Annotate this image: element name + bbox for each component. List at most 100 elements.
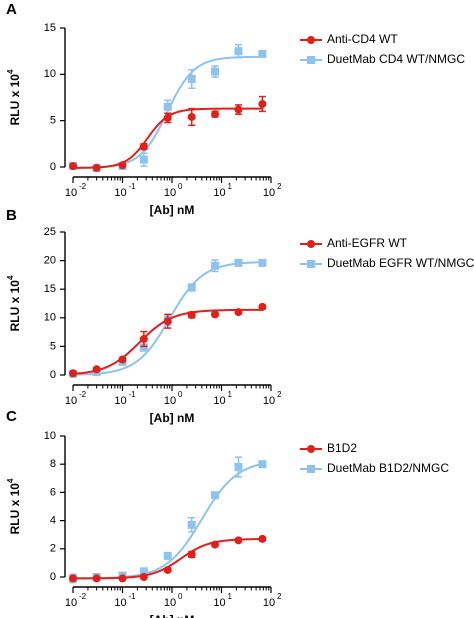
legend-label: DuetMab CD4 WT/NMGC: [327, 52, 465, 66]
data-point: [118, 355, 127, 364]
y-tick-label: 8: [50, 458, 56, 470]
data-point: [163, 317, 172, 326]
data-point: [163, 551, 172, 560]
data-point: [139, 343, 148, 352]
legend-marker: [307, 260, 315, 268]
data-point: [234, 105, 243, 114]
fit-curve: [73, 462, 263, 580]
data-point: [211, 540, 220, 549]
legend-label: DuetMab EGFR WT/NMGC: [327, 256, 474, 270]
x-tick-label: 10: [164, 597, 176, 609]
data-point: [211, 261, 220, 270]
legend-marker: [307, 465, 315, 473]
y-tick-label: 20: [44, 255, 56, 267]
x-tick-label: 10: [213, 187, 225, 199]
x-tick-exponent: -2: [79, 182, 87, 191]
y-axis-title-exponent: 4: [6, 69, 15, 74]
x-tick-exponent: 1: [228, 592, 233, 601]
data-point: [211, 310, 220, 319]
y-tick-label: 25: [44, 226, 56, 238]
panel-label: B: [6, 207, 17, 224]
y-tick-label: 5: [50, 115, 56, 127]
data-point: [258, 258, 267, 267]
x-tick-label: 10: [65, 597, 77, 609]
data-point: [139, 567, 148, 576]
x-tick-exponent: 0: [178, 592, 183, 601]
x-tick-label: 10: [164, 187, 176, 199]
data-point: [187, 112, 196, 121]
y-tick-label: 4: [50, 515, 56, 527]
data-point: [92, 163, 101, 172]
data-point: [118, 161, 127, 170]
y-axis-title-exponent: 4: [6, 478, 15, 483]
y-tick-label: 10: [44, 312, 56, 324]
x-tick-exponent: -1: [129, 592, 137, 601]
x-tick-label: 10: [114, 597, 126, 609]
data-point: [163, 102, 172, 111]
data-point: [163, 113, 172, 122]
x-tick-exponent: 0: [178, 182, 183, 191]
data-point: [139, 142, 148, 151]
y-tick-label: 5: [50, 340, 56, 352]
data-point: [187, 310, 196, 319]
x-tick-label: 10: [114, 187, 126, 199]
x-tick-exponent: -1: [129, 182, 137, 191]
series-red: [69, 95, 267, 172]
x-tick-exponent: -1: [129, 390, 137, 399]
series-blue: [69, 456, 267, 584]
data-point: [234, 536, 243, 545]
data-point: [258, 302, 267, 311]
y-tick-label: 10: [44, 430, 56, 442]
series-red: [69, 302, 267, 378]
data-point: [118, 574, 127, 583]
legend-label: DuetMab B1D2/NMGC: [327, 461, 449, 475]
x-tick-label: 10: [213, 597, 225, 609]
x-tick-exponent: -2: [79, 390, 87, 399]
x-tick-label: 10: [263, 187, 275, 199]
x-tick-exponent: 2: [277, 390, 282, 399]
data-point: [187, 74, 196, 83]
x-tick-label: 10: [213, 395, 225, 407]
data-point: [234, 463, 243, 472]
data-point: [69, 574, 77, 583]
y-tick-label: 15: [44, 283, 56, 295]
panel-label: C: [6, 408, 17, 425]
x-axis-title: [Ab] nM: [150, 613, 195, 618]
x-tick-label: 10: [263, 395, 275, 407]
x-tick-label: 10: [65, 395, 77, 407]
y-axis-title-exponent: 4: [6, 275, 15, 280]
legend-label: Anti-EGFR WT: [327, 236, 408, 250]
y-tick-label: 10: [44, 68, 56, 80]
data-point: [139, 573, 148, 581]
data-point: [234, 258, 243, 267]
data-point: [92, 365, 101, 374]
data-point: [69, 369, 77, 378]
data-point: [163, 565, 172, 574]
data-point: [211, 110, 220, 119]
legend-marker: [307, 240, 315, 248]
data-point: [211, 67, 220, 76]
data-point: [234, 308, 243, 317]
y-axis-title: RLU x 104: [6, 478, 22, 534]
legend-marker: [307, 56, 315, 64]
data-point: [211, 491, 220, 500]
y-axis-title: RLU x 104: [6, 275, 22, 331]
x-tick-exponent: 2: [277, 182, 282, 191]
data-point: [187, 283, 196, 292]
data-point: [258, 99, 267, 108]
x-tick-exponent: 2: [277, 592, 282, 601]
legend: Anti-CD4 WT DuetMab CD4 WT/NMGC: [300, 32, 465, 66]
x-tick-exponent: 1: [228, 182, 233, 191]
x-axis-title: [Ab] nM: [150, 203, 195, 217]
data-point: [139, 334, 148, 343]
data-point: [234, 47, 243, 56]
y-tick-label: 6: [50, 486, 56, 498]
panel-label: A: [6, 1, 17, 18]
data-point: [69, 162, 77, 171]
data-point: [187, 520, 196, 529]
data-point: [258, 49, 267, 58]
